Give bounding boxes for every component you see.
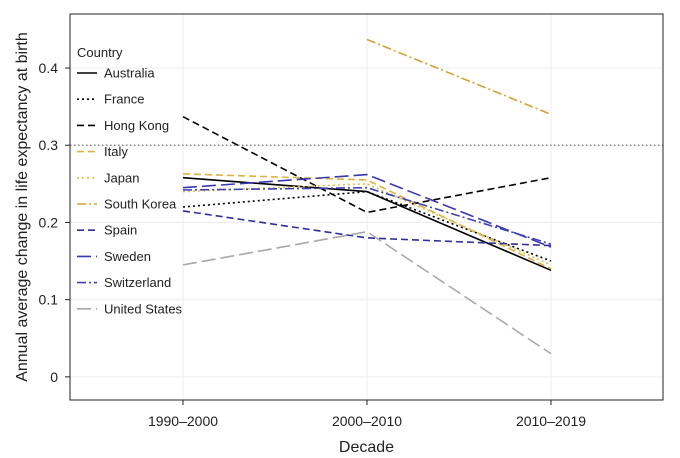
series-line-france	[182, 190, 552, 262]
y-axis-label: Annual average change in life expectancy…	[14, 32, 31, 382]
legend-label: Spain	[104, 223, 137, 238]
x-tick-label: 1990–2000	[148, 413, 218, 429]
y-tick-label: 0.4	[39, 60, 59, 76]
y-tick-label: 0.2	[39, 214, 59, 230]
series-layer	[182, 38, 552, 355]
y-tick-label: 0.1	[39, 292, 59, 308]
legend-label: Japan	[104, 170, 139, 185]
series-line-hong-kong	[182, 115, 552, 214]
series-line-italy	[182, 173, 552, 270]
x-tick-label: 2010–2019	[516, 413, 586, 429]
legend-label: Sweden	[104, 249, 151, 264]
series-line-japan	[182, 183, 552, 266]
x-axis-ticks: 1990–2000 2000–2010 2010–2019	[148, 400, 586, 429]
series-line-switzerland	[182, 186, 552, 245]
legend-label: Hong Kong	[104, 118, 169, 133]
y-axis-ticks: 0 0.1 0.2 0.3 0.4	[39, 60, 70, 385]
legend-label: South Korea	[104, 197, 177, 212]
legend-label: France	[104, 92, 144, 107]
legend-label: Italy	[104, 144, 128, 159]
legend-label: Australia	[104, 66, 155, 81]
series-line-sweden	[182, 173, 552, 248]
legend-label: Switzerland	[104, 275, 171, 290]
y-tick-label: 0	[50, 369, 58, 385]
series-line-australia	[182, 176, 552, 272]
y-tick-label: 0.3	[39, 137, 59, 153]
legend: Country Australia France Hong Kong Italy Jap…	[77, 45, 183, 316]
series-line-united-states	[182, 230, 552, 355]
x-axis-label: Decade	[339, 439, 394, 456]
series-line-south-korea	[366, 38, 552, 116]
x-tick-label: 2000–2010	[332, 413, 402, 429]
legend-title: Country	[77, 45, 123, 60]
legend-label: United States	[104, 301, 183, 316]
series-line-spain	[182, 210, 552, 247]
